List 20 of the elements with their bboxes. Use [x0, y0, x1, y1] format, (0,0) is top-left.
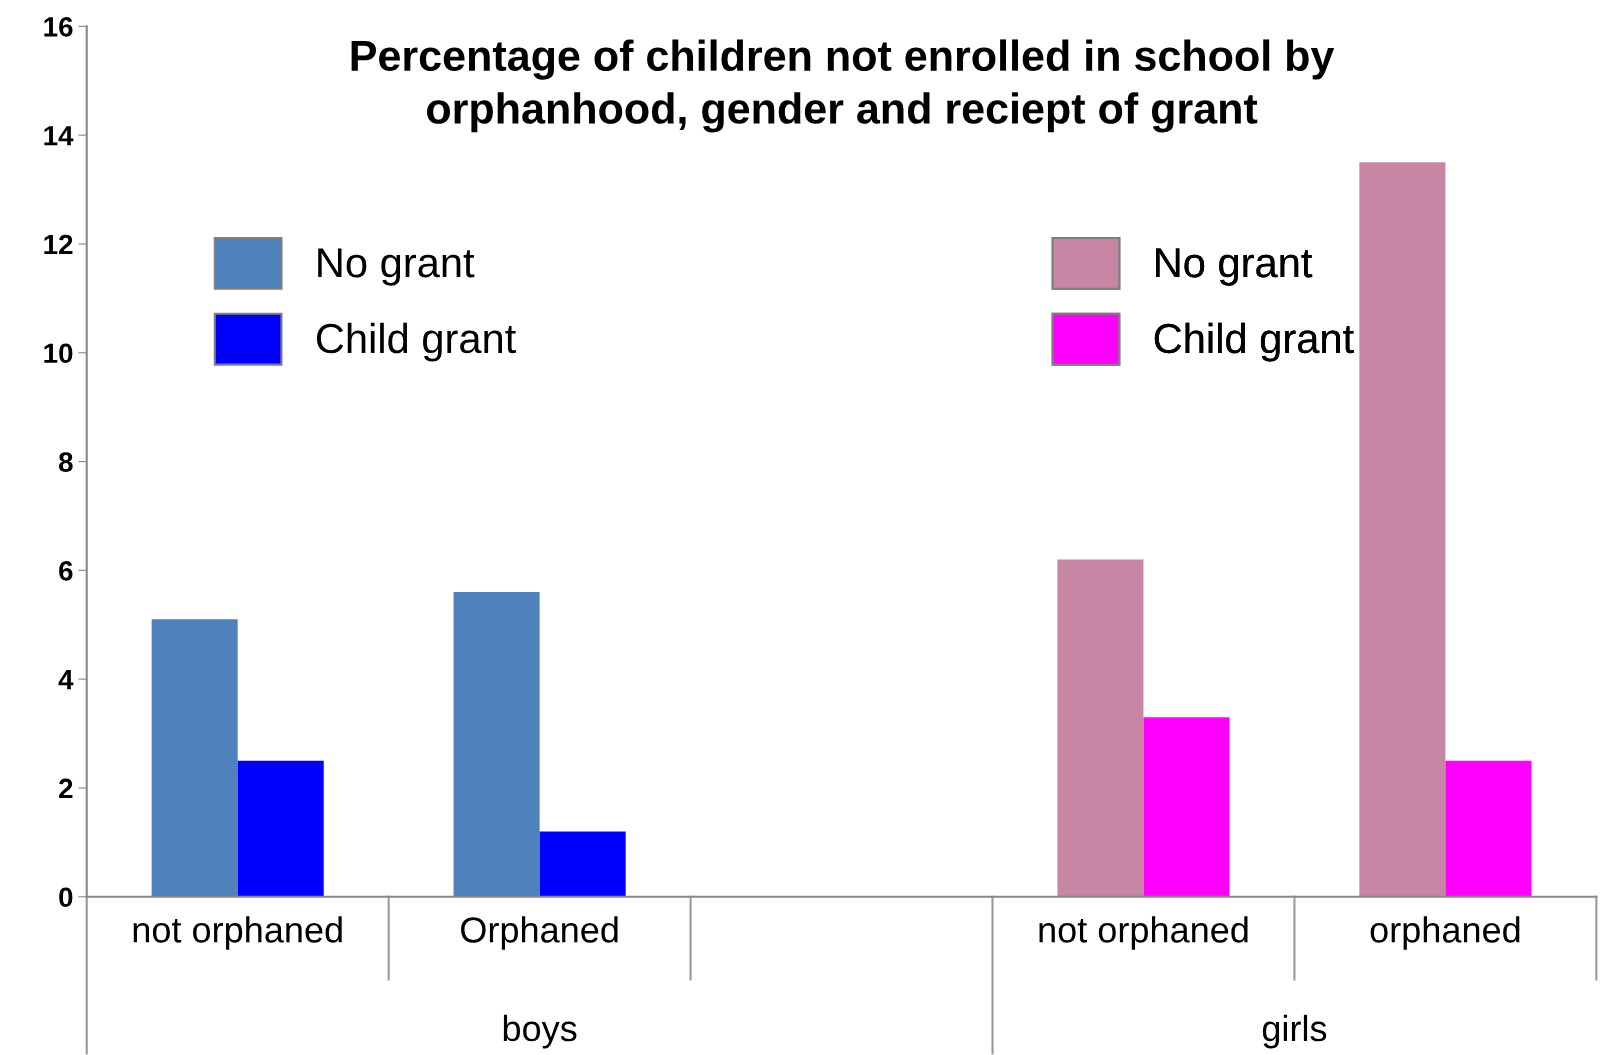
text: Percentage of children not enrolled in school by orphanhood, gender and reciept of grant [351, 39, 1335, 133]
y-tick-label: 12 [44, 234, 73, 255]
y-tick-label: 10 [44, 343, 73, 364]
y-tick-label: 6 [59, 561, 73, 581]
legend-label: Child grant [1154, 322, 1354, 362]
text: girls [1262, 1014, 1327, 1049]
y-tick-label: 14 [44, 126, 74, 146]
y-tick-label: 0 [59, 887, 73, 908]
text: boys [503, 1014, 577, 1049]
legend-label: No grant [318, 248, 475, 286]
y-tick-label: 8 [58, 452, 73, 472]
legend-label: No grant [1156, 248, 1313, 286]
y-tick-label: 2 [59, 778, 73, 799]
x-tick-label: not orphaned [1039, 916, 1248, 950]
y-tick-label: 16 [44, 17, 73, 37]
y-tick-label: 4 [58, 670, 74, 690]
legend-label: Child grant [316, 322, 516, 362]
x-tick-label: orphaned [1370, 916, 1520, 950]
x-tick-label: Orphaned [461, 916, 618, 950]
x-tick-label: not orphaned [133, 916, 342, 950]
